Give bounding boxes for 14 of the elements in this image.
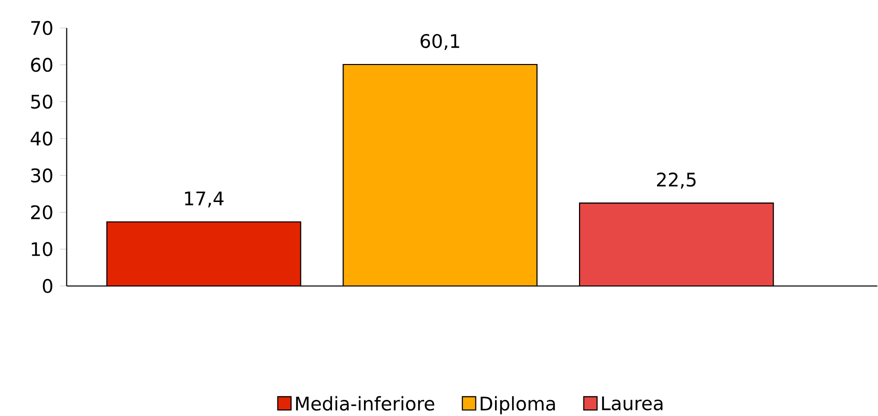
y-tick-label: 40 (30, 131, 52, 146)
legend-label: Media-inferiore (296, 396, 434, 411)
y-tick-label: 10 (32, 242, 52, 256)
data-label: 17,4 (185, 192, 224, 208)
legend-label: Diploma (480, 396, 555, 414)
legend-label: Laurea (602, 396, 662, 410)
y-tick-label: 70 (31, 20, 52, 36)
y-tick-label: 30 (31, 168, 52, 182)
y-tick-label: 0 (42, 278, 52, 294)
data-label: 22,5 (657, 172, 696, 189)
data-label: 60,1 (420, 34, 460, 50)
y-tick-label: 20 (31, 205, 52, 220)
y-tick-label: 50 (31, 94, 52, 109)
y-tick-label: 60 (31, 58, 52, 72)
